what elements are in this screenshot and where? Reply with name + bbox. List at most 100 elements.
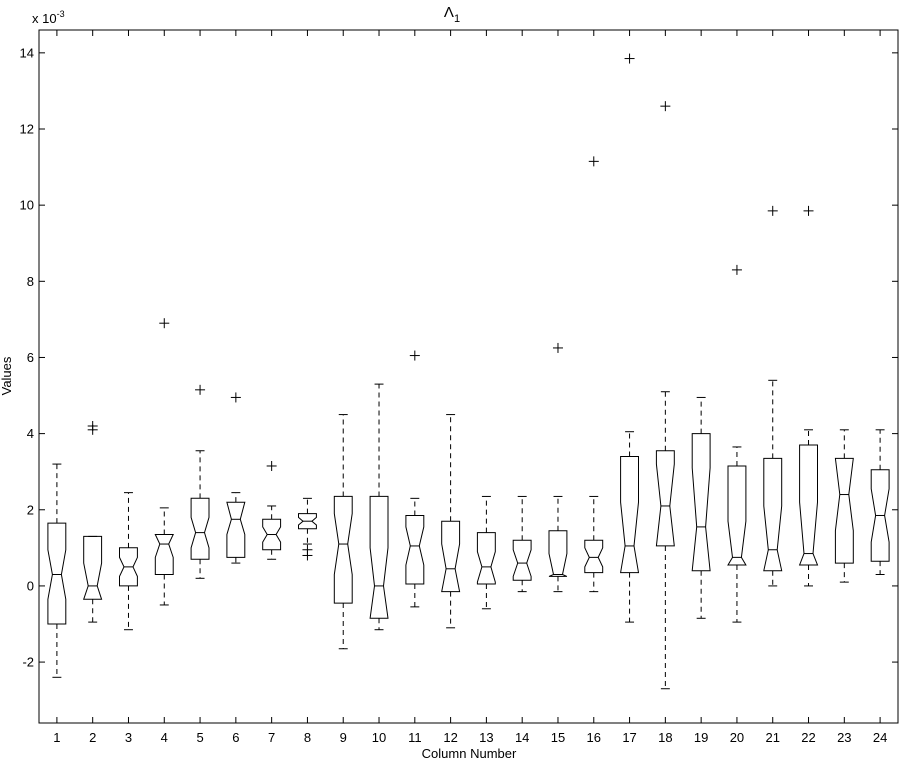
box-12 [441,414,461,629]
y-tick-label: 12 [20,122,34,137]
box-3 [119,492,138,631]
box-11 [405,350,425,608]
notched-box [369,495,389,619]
box-2 [83,421,103,623]
notched-box [870,469,890,562]
x-tick-label: 21 [765,730,779,745]
x-tick-label: 22 [801,730,815,745]
y-multiplier-label: x 10-3 [32,9,65,26]
x-tick-label: 3 [125,730,132,745]
x-tick-label: 9 [340,730,347,745]
box-9 [333,414,353,650]
x-tick-label: 17 [622,730,636,745]
x-tick-label: 5 [196,730,203,745]
y-tick-label: 10 [20,198,34,213]
y-tick-label: 6 [27,350,34,365]
box-4 [154,318,174,606]
notched-box [691,433,711,572]
y-tick-label: 8 [27,274,34,289]
y-tick-label: 0 [27,578,34,593]
outlier-marker [767,205,778,216]
box-10 [369,383,389,631]
x-tick-label: 23 [837,730,851,745]
notched-box [834,457,854,564]
notched-box [83,535,103,600]
notched-box [655,450,675,547]
plot-frame [38,29,899,724]
notched-box [727,465,747,566]
box-8 [298,497,317,561]
x-tick-label: 2 [89,730,96,745]
x-tick-label: 8 [304,730,311,745]
outlier-marker [302,550,313,561]
box-23 [834,429,854,583]
x-tick-label: 7 [268,730,275,745]
outlier-marker [803,205,814,216]
x-tick-label: 6 [232,730,239,745]
x-tick-label: 15 [551,730,565,745]
outlier-marker [266,460,277,471]
chart-title-main: Λ [444,4,454,21]
chart-title: Λ1 [444,4,460,25]
box-5 [190,384,210,579]
notched-box [763,457,783,572]
box-14 [512,495,532,593]
x-tick-label: 11 [408,730,422,745]
notched-box [333,495,353,604]
notched-box [476,532,496,585]
x-tick-label: 16 [587,730,601,745]
x-tick-label: 20 [730,730,744,745]
y-tick-label: -2 [22,655,34,670]
y-axis-label: Values [0,356,14,395]
plot-area [38,29,899,724]
notched-box [512,539,532,581]
box-7 [262,460,282,560]
box-19 [691,396,711,619]
notched-box [584,539,604,574]
x-tick-label: 4 [161,730,168,745]
box-6 [226,392,246,564]
box-18 [655,101,675,690]
outlier-marker [731,264,742,275]
outlier-marker [624,53,635,64]
box-16 [584,156,604,593]
box-13 [476,495,496,610]
box-15 [548,342,568,593]
box-24 [870,429,890,575]
notched-box [405,515,425,585]
notched-box [190,497,210,560]
outlier-marker [588,156,599,167]
notched-box [548,530,568,577]
outlier-marker [87,424,98,435]
notched-box [226,501,246,558]
x-tick-label: 14 [515,730,529,745]
box-17 [620,53,640,623]
chart-title-subscript: 1 [454,13,460,25]
notched-box [798,444,819,566]
y-multiplier-exponent: -3 [57,9,65,19]
outlier-marker [552,342,563,353]
x-tick-label: 1 [53,730,60,745]
x-tick-label: 10 [372,730,386,745]
notched-box [620,456,640,574]
box-22 [798,205,819,587]
x-tick-label: 12 [443,730,457,745]
outlier-marker [195,384,206,395]
outlier-marker [409,350,420,361]
notched-box [298,513,317,530]
notched-box [47,522,67,625]
notched-box [154,534,174,575]
notched-box [119,547,138,587]
notched-box [441,520,461,593]
x-tick-label: 19 [694,730,708,745]
x-tick-label: 24 [873,730,887,745]
box-20 [727,264,747,623]
outlier-marker [230,392,241,403]
x-axis-label: Column Number [422,746,517,761]
box-21 [763,205,783,587]
y-tick-label: 4 [27,426,34,441]
y-multiplier-base: x 10 [32,11,57,26]
y-tick-label: 2 [27,502,34,517]
